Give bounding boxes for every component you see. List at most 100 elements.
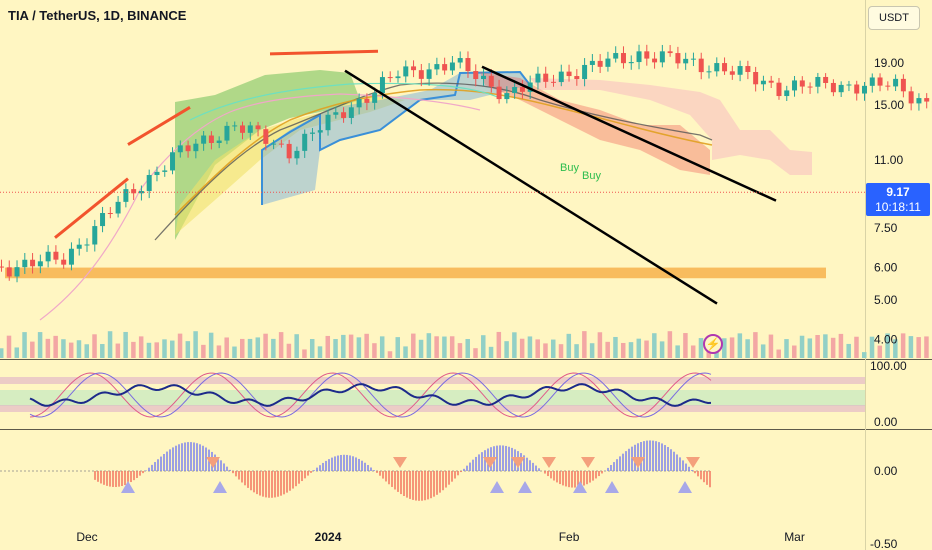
candle-body	[776, 82, 782, 97]
volume-bar	[457, 343, 463, 358]
volume-bar	[255, 337, 261, 358]
price-axis-tick: 4.00	[874, 333, 898, 347]
candle-body	[613, 53, 619, 59]
ichimoku-cloud-bull	[175, 70, 360, 240]
bar-countdown: 10:18:11	[875, 200, 921, 214]
buy-marker-triangle	[213, 481, 227, 493]
volume-bar	[395, 337, 400, 358]
candle-body	[535, 73, 541, 83]
volume-bar	[294, 334, 299, 358]
volume-bar	[551, 339, 556, 358]
candle-body	[418, 70, 424, 79]
candle-body	[294, 150, 300, 159]
volume-bar	[605, 341, 610, 358]
candle-body	[900, 78, 906, 92]
volume-bar	[722, 338, 727, 358]
volume-bar	[418, 339, 424, 358]
candle-body	[333, 112, 339, 115]
candle-body	[877, 77, 883, 86]
moving-average-slow	[154, 82, 713, 241]
candle-body	[131, 189, 137, 194]
volume-bar	[6, 335, 12, 358]
volume-bar	[37, 332, 43, 358]
volume-bar	[846, 343, 851, 358]
volume-bar	[698, 338, 704, 358]
candle-body	[838, 84, 844, 93]
volume-bar	[379, 336, 385, 358]
highlight-line	[269, 49, 379, 56]
candle-body	[519, 87, 525, 92]
candle-body	[737, 66, 743, 75]
candle-body	[924, 98, 930, 102]
candle-body	[473, 71, 479, 80]
volume-bar	[271, 338, 276, 358]
time-axis-tick: Mar	[784, 530, 805, 544]
volume-bar	[683, 333, 688, 358]
candle-body	[387, 77, 393, 79]
candle-body	[628, 62, 634, 64]
candle-body	[862, 85, 867, 94]
candle-body	[488, 75, 494, 87]
candle-body	[481, 75, 487, 80]
candle-body	[146, 175, 152, 192]
volume-bar	[201, 344, 206, 358]
volume-bar	[893, 339, 898, 358]
candle-body	[442, 64, 448, 71]
candle-body	[434, 64, 440, 70]
price-axis-tick: 7.50	[874, 221, 898, 235]
candle-body	[84, 244, 90, 246]
candle-body	[115, 201, 121, 214]
candle-body	[185, 145, 191, 152]
candle-body	[644, 51, 650, 59]
volume-bar	[690, 345, 696, 358]
candle-body	[543, 73, 549, 82]
hist-axis-tick: 0.00	[874, 464, 898, 478]
candle-body	[208, 135, 214, 144]
buy-signal-label: Buy	[582, 170, 601, 182]
volume-bar	[411, 333, 416, 358]
candle-body	[302, 133, 308, 151]
volume-bar	[309, 339, 315, 358]
currency-button[interactable]: USDT	[868, 6, 920, 30]
volume-bar	[854, 336, 859, 358]
volume-bar	[224, 337, 229, 358]
candle-body	[271, 143, 277, 145]
candle-body	[379, 77, 385, 94]
volume-bar	[0, 348, 4, 358]
candle-body	[372, 93, 378, 103]
volume-bar	[317, 346, 323, 358]
volume-bar	[30, 341, 35, 358]
ichimoku-cloud-yellow	[175, 95, 405, 235]
candle-body	[551, 81, 556, 83]
candle-body	[729, 71, 735, 75]
hist-axis-tick: -0.50	[870, 537, 898, 550]
volume-bar	[123, 331, 128, 358]
candle-body	[760, 80, 766, 85]
candle-body	[815, 76, 821, 87]
candle-body	[309, 132, 315, 134]
volume-bar	[675, 345, 680, 358]
candle-body	[799, 80, 805, 87]
lightning-icon[interactable]: ⚡	[703, 334, 723, 354]
candle-body	[224, 125, 230, 141]
candle-body	[348, 107, 354, 118]
volume-bar	[387, 351, 393, 358]
osc-line-purple	[29, 372, 712, 418]
candle-body	[636, 51, 642, 63]
candle-body	[92, 226, 98, 245]
sell-marker-triangle	[581, 457, 595, 468]
volume-bar	[659, 341, 665, 358]
candle-body	[30, 259, 36, 267]
candle-body	[162, 170, 168, 172]
volume-bar	[512, 332, 517, 358]
candle-body	[14, 267, 20, 277]
osc-line-red	[29, 372, 712, 418]
candle-body	[683, 58, 689, 64]
volume-bar	[900, 333, 906, 358]
price-axis-tick: 5.00	[874, 293, 898, 307]
volume-bar	[558, 344, 564, 358]
volume-bar	[278, 332, 284, 358]
candle-body	[449, 62, 455, 71]
volume-bar	[14, 347, 20, 358]
